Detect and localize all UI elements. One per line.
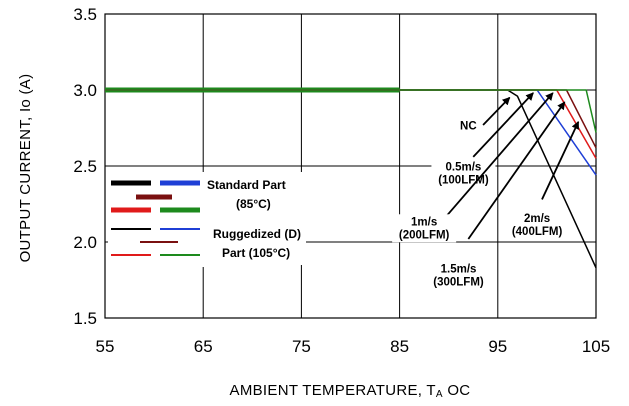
annotation-arrow bbox=[443, 92, 554, 220]
airflow-annotations: NC 0.5m/s(100LFM) 1m/s(200LFM) 1.5m/s(300LF… bbox=[392, 92, 580, 290]
annotation-arrow bbox=[472, 92, 534, 158]
annotation-label: NC bbox=[460, 121, 477, 133]
y-tick-label: 3.0 bbox=[73, 81, 97, 100]
x-tick-label: 55 bbox=[96, 337, 115, 356]
series-line bbox=[105, 89, 597, 159]
annotation-label: 1.5m/s bbox=[441, 263, 477, 275]
x-axis-label: AMBIENT TEMPERATURE, TA OC bbox=[230, 382, 471, 400]
annotation-arrow bbox=[482, 96, 511, 126]
legend-label: Part (105°C) bbox=[222, 246, 290, 260]
annotation-label: 1m/s bbox=[411, 216, 437, 228]
annotation-background bbox=[455, 118, 482, 134]
annotation-label: 2m/s bbox=[524, 213, 550, 225]
x-tick-label: 65 bbox=[194, 337, 213, 356]
x-tick-label: 75 bbox=[292, 337, 311, 356]
annotation-background bbox=[431, 159, 496, 188]
y-tick-label: 1.5 bbox=[73, 309, 97, 328]
annotation-label: 0.5m/s bbox=[446, 162, 482, 174]
annotation-arrow bbox=[541, 121, 580, 200]
annotation-arrow bbox=[467, 101, 566, 240]
y-tick-label: 2.0 bbox=[73, 233, 97, 252]
series-line bbox=[105, 89, 597, 133]
grid-lines bbox=[104, 13, 597, 319]
series-line bbox=[105, 89, 597, 149]
legend-label: Standard Part bbox=[207, 178, 286, 192]
annotation-background bbox=[505, 211, 570, 240]
annotation-label: (100LFM) bbox=[438, 175, 489, 187]
y-axis-label: OUTPUT CURRENT, Io (A) bbox=[17, 74, 34, 263]
legend-label: Ruggedized (D) bbox=[213, 227, 301, 241]
x-tick-label: 105 bbox=[582, 337, 610, 356]
legend: Standard Part (85°C) Ruggedized (D) Part (1… bbox=[108, 172, 306, 267]
x-tick-label: 85 bbox=[390, 337, 409, 356]
annotation-background bbox=[426, 261, 491, 290]
annotation-label: (400LFM) bbox=[512, 226, 563, 238]
y-tick-label: 2.5 bbox=[73, 157, 97, 176]
annotation-label: (200LFM) bbox=[399, 229, 450, 241]
legend-label: (85°C) bbox=[236, 197, 271, 211]
tick-labels: 55 65 75 85 95 105 1.5 2.0 2.5 3.0 3.5 bbox=[73, 5, 610, 356]
annotation-background bbox=[392, 214, 457, 243]
annotation-label: (300LFM) bbox=[433, 276, 484, 288]
legend-text-background bbox=[206, 172, 306, 265]
plot-frame bbox=[104, 13, 597, 319]
series-lines bbox=[105, 87, 597, 269]
x-tick-label: 95 bbox=[488, 337, 507, 356]
legend-background bbox=[108, 172, 206, 267]
y-tick-label: 3.5 bbox=[73, 5, 97, 24]
